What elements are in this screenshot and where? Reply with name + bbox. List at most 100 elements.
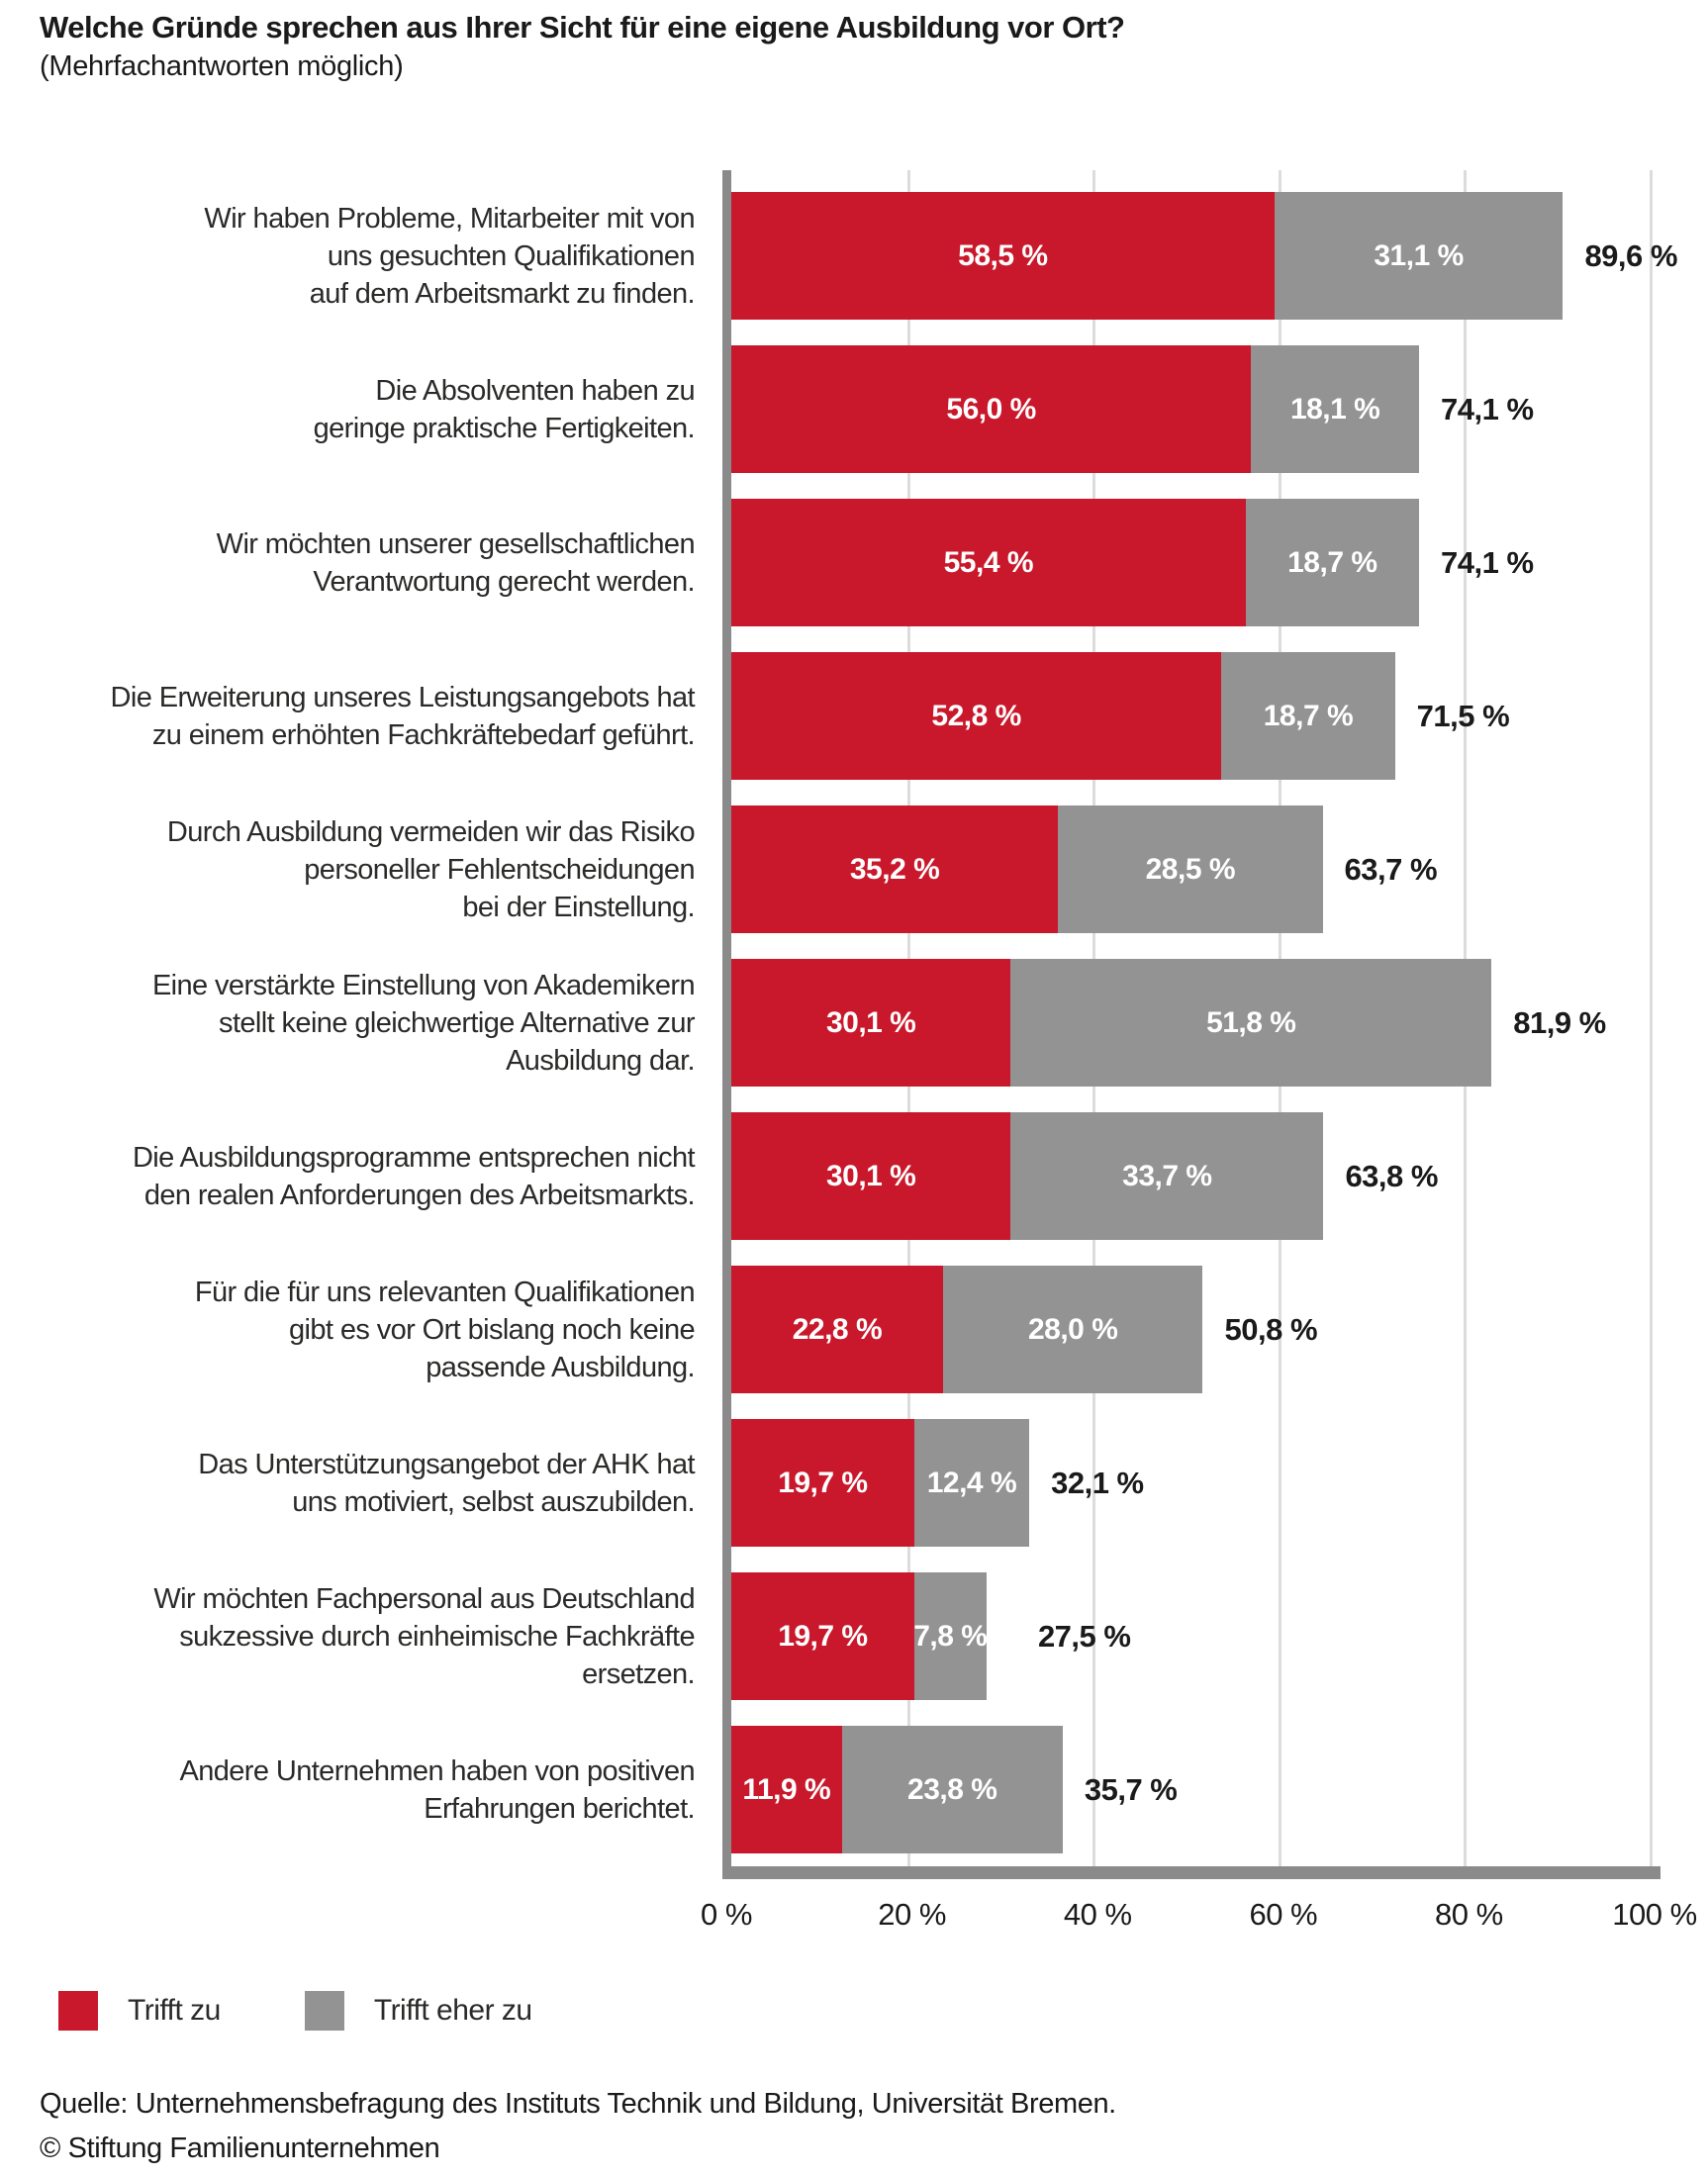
- segment-trifft-eher-zu: 23,8 %: [841, 1726, 1063, 1853]
- stacked-bar: 22,8 % 28,0 %: [731, 1266, 1203, 1393]
- x-axis-tick-label: 80 %: [1435, 1897, 1503, 1932]
- total-value-label: 32,1 %: [1051, 1465, 1144, 1500]
- segment-trifft-zu: 30,1 %: [731, 1112, 1011, 1240]
- stacked-bar: 55,4 % 18,7 %: [731, 499, 1420, 626]
- category-label-line: Für die für uns relevanten Qualifikation…: [194, 1276, 696, 1308]
- grid-line: [1650, 170, 1653, 1866]
- category-label-line: den realen Anforderungen des Arbeitsmark…: [143, 1179, 696, 1211]
- category-label: Die Absolventen haben zu geringe praktisc…: [40, 372, 722, 447]
- category-label-line: personeller Fehlentscheidungen: [304, 853, 695, 886]
- bar-row: Die Absolventen haben zu geringe praktisc…: [40, 332, 1708, 486]
- segment-value-label: 22,8 %: [792, 1312, 883, 1346]
- bar-track: 30,1 % 51,8 % 81,9 %: [722, 959, 1708, 1087]
- total-value-label: 35,7 %: [1084, 1771, 1178, 1807]
- bar-row: Durch Ausbildung vermeiden wir das Risik…: [40, 793, 1708, 946]
- stacked-bar: 56,0 % 18,1 %: [731, 345, 1420, 473]
- bar-row: Wir möchten Fachpersonal aus Deutschland…: [40, 1560, 1708, 1713]
- segment-value-label: 31,1 %: [1374, 238, 1464, 272]
- category-label-line: sukzessive durch einheimische Fachkräfte: [179, 1620, 695, 1653]
- category-label: Wir möchten Fachpersonal aus Deutschland…: [40, 1580, 722, 1693]
- stacked-bar: 19,7 % 7,8 %: [731, 1572, 988, 1700]
- bar-row: Andere Unternehmen haben von positiven Er…: [40, 1713, 1708, 1866]
- bar-row: Die Ausbildungsprogramme entsprechen nic…: [40, 1099, 1708, 1253]
- category-label: Für die für uns relevanten Qualifikation…: [40, 1274, 722, 1386]
- category-label-line: stellt keine gleichwertige Alternative z…: [219, 1006, 696, 1039]
- stacked-bar: 30,1 % 51,8 %: [731, 959, 1492, 1087]
- total-value-label: 89,6 %: [1584, 237, 1677, 273]
- segment-value-label: 51,8 %: [1206, 1005, 1296, 1039]
- segment-trifft-zu: 11,9 %: [731, 1726, 842, 1853]
- category-label: Andere Unternehmen haben von positiven Er…: [40, 1753, 722, 1828]
- legend-label-trifft-eher-zu: Trifft eher zu: [373, 1994, 532, 2027]
- segment-trifft-eher-zu: 28,0 %: [942, 1266, 1203, 1393]
- segment-value-label: 18,7 %: [1287, 545, 1377, 579]
- bar-track: 52,8 % 18,7 % 71,5 %: [722, 652, 1708, 780]
- segment-trifft-zu: 55,4 %: [731, 499, 1246, 626]
- copyright-note: © Stiftung Familienunternehmen: [40, 2132, 440, 2164]
- category-label: Eine verstärkte Einstellung von Akademik…: [40, 967, 722, 1080]
- legend-item-trifft-zu: Trifft zu: [58, 1991, 221, 2031]
- segment-trifft-eher-zu: 18,7 %: [1221, 652, 1395, 780]
- category-label-line: Andere Unternehmen haben von positiven: [179, 1754, 695, 1787]
- segment-trifft-zu: 35,2 %: [731, 805, 1059, 933]
- legend-swatch-trifft-zu: [58, 1991, 98, 2031]
- stacked-bar: 30,1 % 33,7 %: [731, 1112, 1324, 1240]
- bar-rows: Wir haben Probleme, Mitarbeiter mit von u…: [40, 179, 1708, 1866]
- bar-track: 56,0 % 18,1 % 74,1 %: [722, 345, 1708, 473]
- segment-trifft-zu: 56,0 %: [731, 345, 1252, 473]
- segment-value-label: 35,2 %: [849, 852, 940, 886]
- legend: Trifft zu Trifft eher zu: [58, 1991, 532, 2031]
- bar-row: Wir haben Probleme, Mitarbeiter mit von u…: [40, 179, 1708, 332]
- segment-trifft-eher-zu: 51,8 %: [1010, 959, 1492, 1087]
- category-label: Wir möchten unserer gesellschaftlichen Ve…: [40, 525, 722, 601]
- category-label-line: zu einem erhöhten Fachkräftebedarf gefüh…: [151, 718, 696, 751]
- total-value-label: 71,5 %: [1416, 698, 1510, 733]
- category-label-line: Erfahrungen berichtet.: [424, 1792, 695, 1825]
- category-label-line: Die Absolventen haben zu: [375, 374, 695, 407]
- segment-trifft-zu: 30,1 %: [731, 959, 1011, 1087]
- x-axis-tick-label: 20 %: [878, 1897, 946, 1932]
- category-label-line: auf dem Arbeitsmarkt zu finden.: [309, 277, 696, 310]
- total-value-label: 63,8 %: [1345, 1158, 1438, 1193]
- segment-value-label: 18,7 %: [1263, 699, 1354, 732]
- bar-track: 30,1 % 33,7 % 63,8 %: [722, 1112, 1708, 1240]
- category-label-line: Durch Ausbildung vermeiden wir das Risik…: [166, 815, 696, 848]
- total-value-label: 50,8 %: [1224, 1311, 1318, 1347]
- category-label-line: Die Erweiterung unseres Leistungsangebot…: [110, 681, 696, 713]
- total-value-label: 81,9 %: [1513, 1004, 1606, 1040]
- category-label-line: Wir möchten Fachpersonal aus Deutschland: [153, 1582, 695, 1615]
- bar-track: 19,7 % 7,8 % 27,5 %: [722, 1572, 1708, 1700]
- segment-trifft-zu: 52,8 %: [731, 652, 1222, 780]
- category-label: Das Unterstützungsangebot der AHK hat uns…: [40, 1446, 722, 1521]
- segment-trifft-eher-zu: 31,1 %: [1274, 192, 1564, 320]
- category-label-line: geringe praktische Fertigkeiten.: [313, 412, 696, 444]
- segment-value-label: 18,1 %: [1289, 392, 1380, 426]
- total-value-label: 74,1 %: [1441, 391, 1534, 426]
- segment-trifft-zu: 58,5 %: [731, 192, 1275, 320]
- total-value-label: 27,5 %: [1037, 1618, 1131, 1654]
- legend-swatch-trifft-eher-zu: [304, 1991, 344, 2031]
- stacked-bar: 11,9 % 23,8 %: [731, 1726, 1063, 1853]
- stacked-bar: 52,8 % 18,7 %: [731, 652, 1395, 780]
- segment-value-label: 7,8 %: [913, 1619, 988, 1653]
- bar-track: 22,8 % 28,0 % 50,8 %: [722, 1266, 1708, 1393]
- bar-chart: Wir haben Probleme, Mitarbeiter mit von u…: [40, 170, 1708, 1932]
- bar-track: 35,2 % 28,5 % 63,7 %: [722, 805, 1708, 933]
- segment-value-label: 12,4 %: [926, 1466, 1017, 1499]
- category-label-line: Die Ausbildungsprogramme entsprechen nic…: [132, 1141, 696, 1174]
- segment-trifft-eher-zu: 7,8 %: [913, 1572, 988, 1700]
- bar-row: Für die für uns relevanten Qualifikation…: [40, 1253, 1708, 1406]
- category-label-line: ersetzen.: [582, 1658, 695, 1690]
- category-label: Durch Ausbildung vermeiden wir das Risik…: [40, 813, 722, 926]
- y-axis-line: [722, 170, 731, 1866]
- segment-value-label: 30,1 %: [825, 1005, 916, 1039]
- category-label-line: Wir haben Probleme, Mitarbeiter mit von: [204, 202, 695, 235]
- bar-row: Das Unterstützungsangebot der AHK hat uns…: [40, 1406, 1708, 1560]
- segment-value-label: 19,7 %: [778, 1466, 868, 1499]
- segment-trifft-zu: 22,8 %: [731, 1266, 943, 1393]
- x-axis-tick-label: 100 %: [1612, 1897, 1697, 1932]
- category-label-line: uns motiviert, selbst auszubilden.: [292, 1485, 695, 1518]
- category-label-line: uns gesuchten Qualifikationen: [327, 239, 696, 272]
- x-axis-tick-labels: 0 % 20 % 40 % 60 % 80 % 100 %: [701, 1897, 1697, 1939]
- segment-value-label: 52,8 %: [931, 699, 1021, 732]
